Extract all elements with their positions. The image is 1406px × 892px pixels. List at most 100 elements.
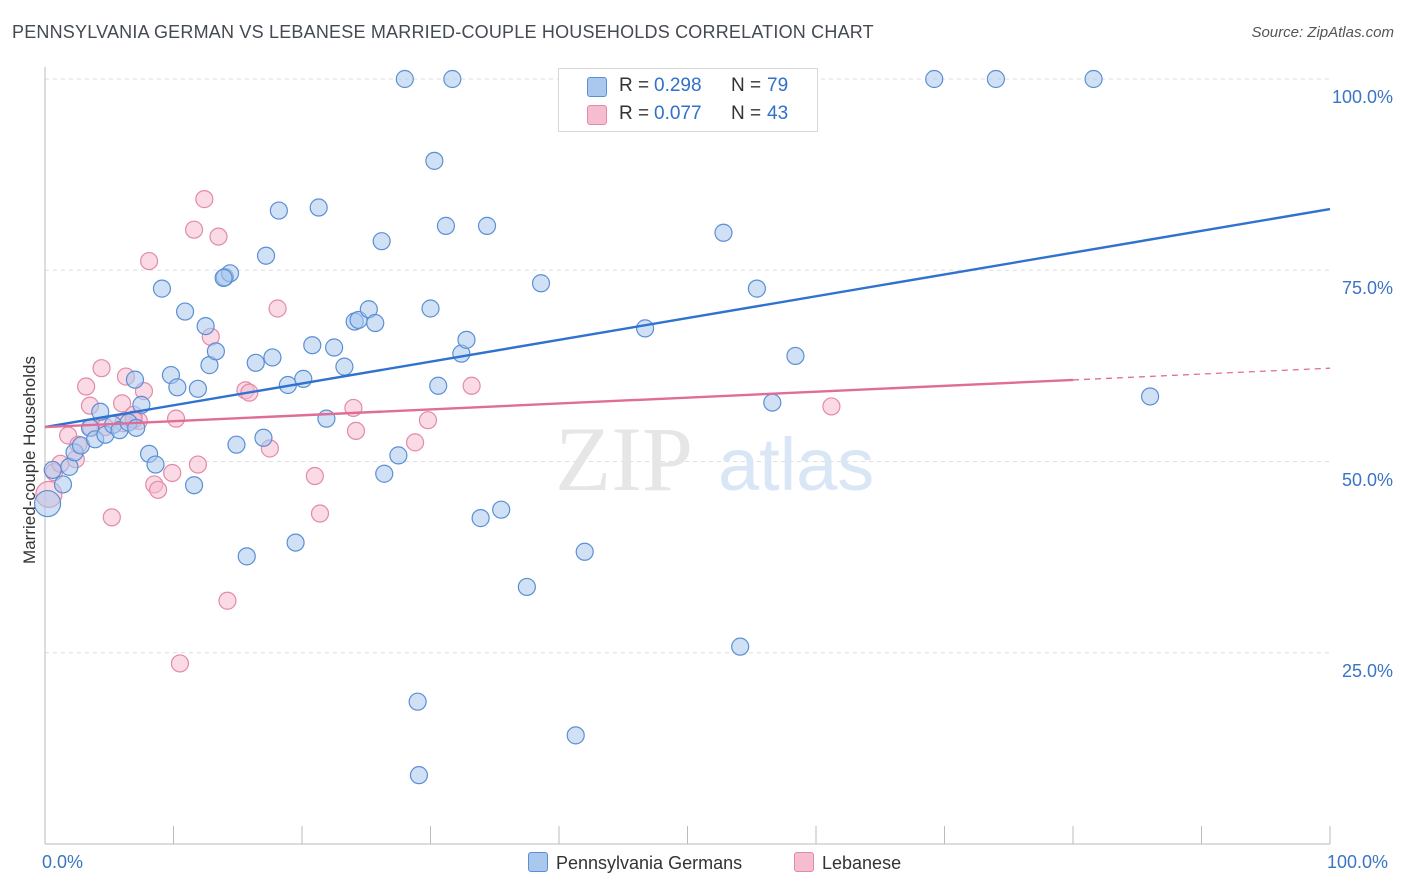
x-tick-label-max: 100.0% [1327,852,1389,872]
data-point [471,509,490,528]
data-point [731,637,750,656]
data-point [92,359,111,378]
data-point [170,654,190,673]
bottom-legend-swatch-pink [794,852,814,872]
data-point [409,766,429,785]
stats-legend: R = 0.298 N = 79 R = 0.077 N = 43 [558,68,818,132]
data-point [389,446,408,465]
data-point [492,500,511,519]
data-point [305,466,324,486]
data-point [986,69,1006,89]
data-point [148,480,168,499]
bottom-legend-label: Lebanese [822,853,902,873]
legend-n-label: N = [731,75,762,96]
grid-lines [45,78,1330,654]
data-point [531,274,551,293]
data-point [268,299,287,318]
data-point [168,378,187,397]
data-point [125,370,145,389]
data-point [196,316,215,336]
data-point [418,411,438,430]
data-point [152,279,172,298]
data-point [395,69,414,89]
data-point [254,428,273,447]
legend-row-pennsylvania-germans: R = 0.298 N = 79 [559,72,817,100]
axes [44,67,1331,845]
data-point [195,190,214,209]
data-point [77,377,96,396]
data-point [139,251,159,271]
trend-lines [44,207,1331,429]
legend-swatch-blue [587,77,607,97]
data-point [405,433,425,452]
data-point [166,409,186,428]
watermark: ZIP atlas [555,408,874,510]
data-point [269,201,288,220]
data-point [237,547,256,566]
data-point [188,455,208,474]
data-point [256,246,276,265]
data-point [310,504,330,523]
data-point [421,299,440,318]
data-point [184,476,204,495]
data-point [763,393,782,412]
y-axis-label-wrap: Married-couple Households [18,330,42,590]
data-point [635,319,655,338]
data-point [429,376,448,395]
y-tick-label: 100.0% [1331,87,1393,107]
data-point [372,232,391,251]
data-point [33,489,62,518]
trend-line-lebanese [44,378,1074,429]
watermark-zip: ZIP [555,408,693,510]
data-point [218,591,237,610]
data-point [112,394,132,413]
data-point [714,223,733,242]
bottom-legend-swatch-blue [528,852,548,872]
data-point [184,220,204,239]
data-point [102,508,121,527]
data-point [375,464,394,483]
legend-swatch-pink [587,105,607,125]
legend-n-value: 79 [767,75,789,96]
bottom-legend-pennsylvania-germans: Pennsylvania Germans [528,852,742,874]
x-tick-label-min: 0.0% [42,852,84,872]
legend-r-value: 0.077 [654,103,702,124]
legend-r-label: R = [619,75,650,96]
data-point [53,475,73,494]
source-label: Source: ZipAtlas.com [1251,24,1394,41]
data-point [425,151,444,170]
data-point [286,533,305,552]
data-point [146,455,165,474]
data-point [335,357,354,376]
legend-r-label: R = [619,103,650,124]
data-point [346,421,366,440]
y-tick-label: 50.0% [1341,469,1393,490]
data-point [175,302,195,321]
trend-line-lebanese-extension [1072,367,1331,381]
data-point [517,577,536,597]
data-point [436,216,456,235]
bottom-legend-lebanese: Lebanese [794,852,901,874]
y-tick-label: 25.0% [1341,660,1393,681]
data-point [462,376,481,395]
data-point [227,435,246,454]
data-point [1140,387,1160,406]
bottom-legend-label: Pennsylvania Germans [556,853,743,873]
data-point [366,313,385,333]
data-point [408,692,427,711]
data-point [309,198,328,217]
data-point [206,342,226,361]
data-point [925,69,944,89]
trend-line-pennsylvania-germans [44,207,1331,429]
y-axis-label: Married-couple Households [20,356,39,564]
data-point [747,279,766,298]
data-point [163,463,182,483]
data-point [188,379,208,398]
data-point [303,336,322,355]
watermark-atlas: atlas [718,423,874,506]
pennsylvania-germans-points [33,69,1160,785]
data-point [325,338,344,357]
chart-title: PENNSYLVANIA GERMAN VS LEBANESE MARRIED-… [12,22,874,42]
legend-n-value: 43 [767,103,789,124]
